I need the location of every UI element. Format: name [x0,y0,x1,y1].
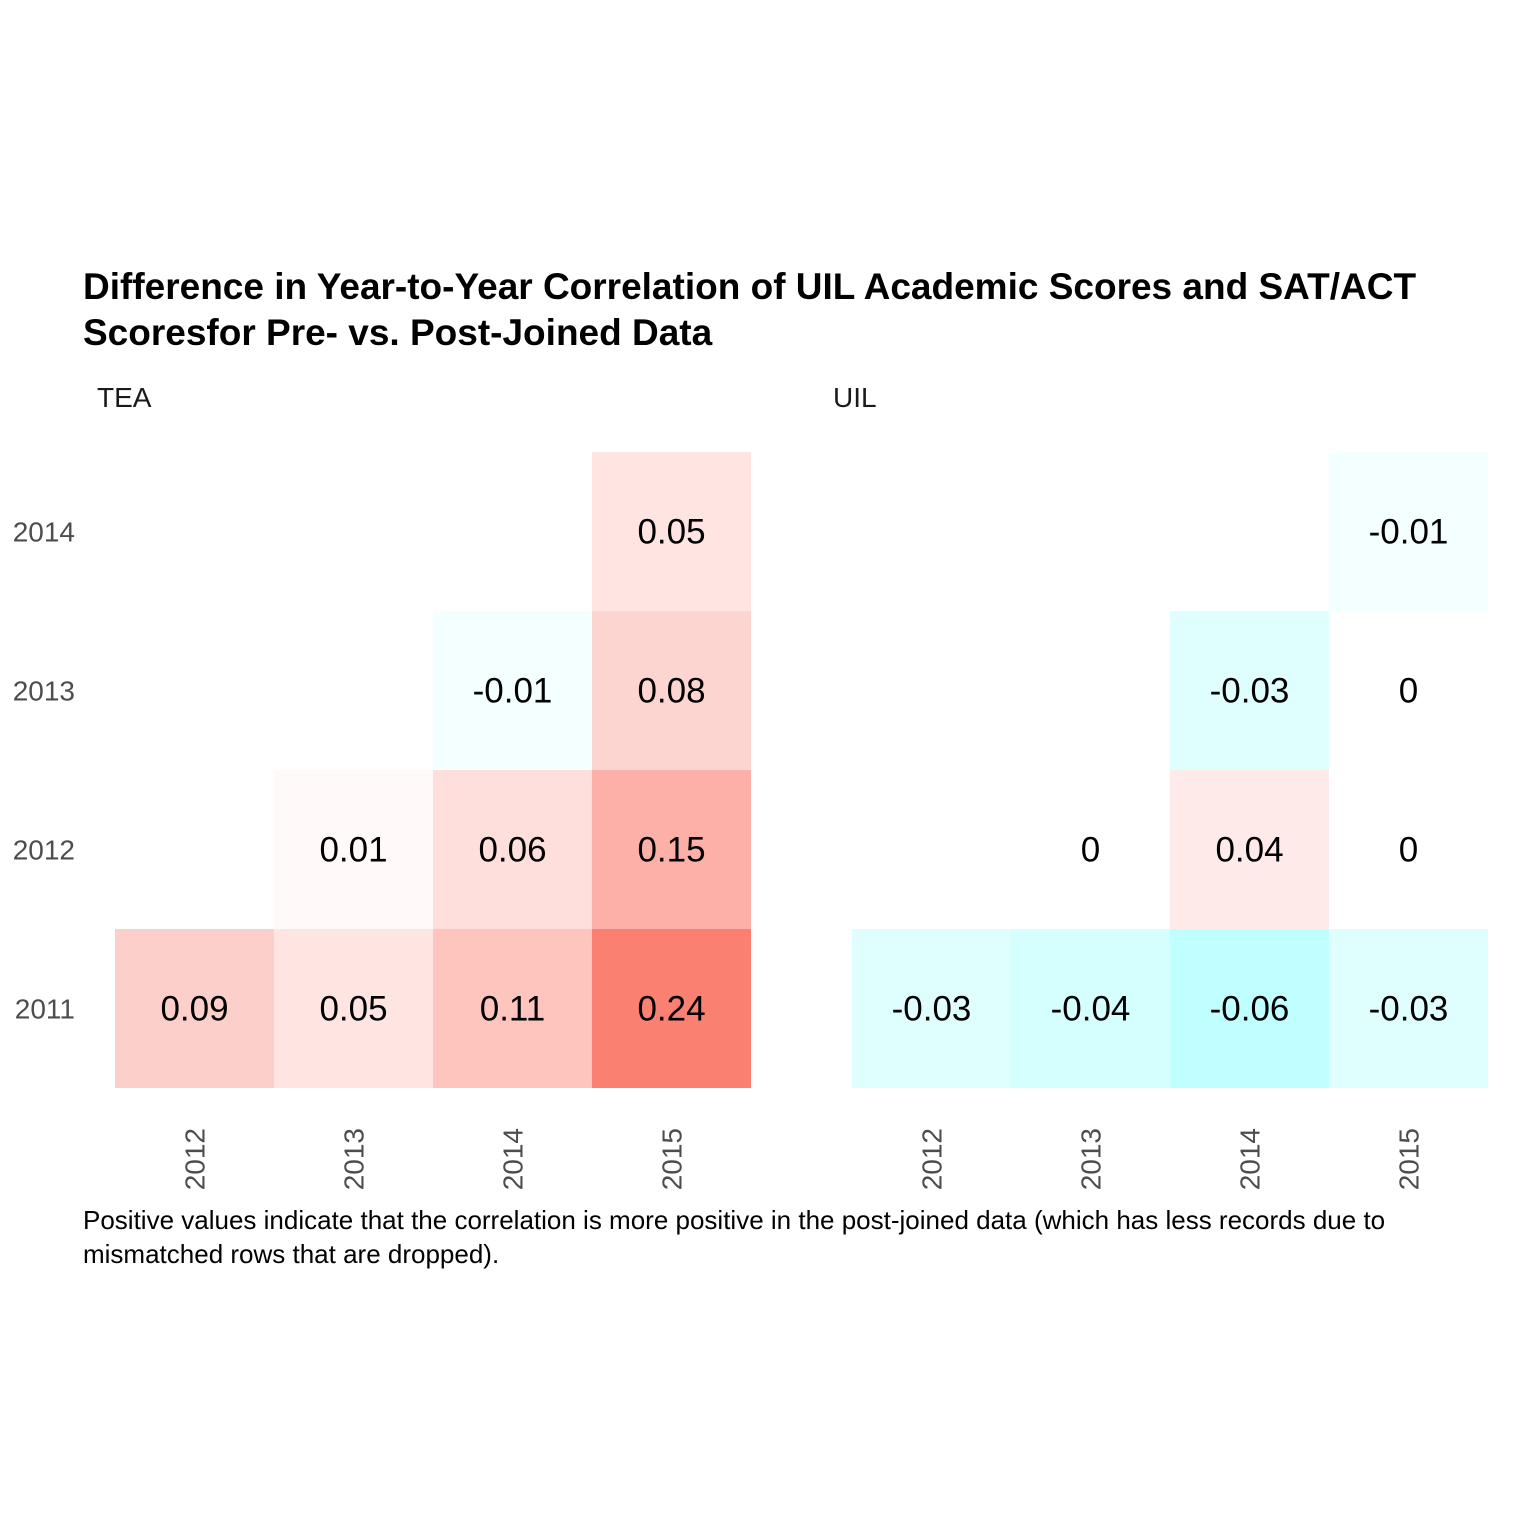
x-tick-label-tea-2014: 2014 [498,1128,529,1190]
heatmap-cell-uil-2011-2015 [1329,929,1488,1088]
cell-label-tea-2011-2015: 0.24 [637,990,705,1029]
heatmap-cell-tea-2012-2015 [592,770,751,929]
heatmap-cell-uil-2012-2015 [1329,770,1488,929]
facet-label-uil: UIL [833,382,877,413]
y-tick-label-2012: 2012 [13,835,75,866]
x-tick-label-tea-2012: 2012 [180,1128,211,1190]
heatmap-cell-uil-2012-2013 [1011,770,1170,929]
cell-label-tea-2012-2013: 0.01 [319,831,387,870]
cell-label-tea-2014-2015: 0.05 [637,513,705,552]
heatmap-cell-tea-2011-2012 [115,929,274,1088]
heatmap-cell-tea-2012-2014 [433,770,592,929]
heatmap-cell-tea-2012-2013 [274,770,433,929]
x-tick-label-uil-2012: 2012 [917,1128,948,1190]
y-tick-label-2011: 2011 [15,994,75,1025]
heatmap-cell-uil-2011-2012 [852,929,1011,1088]
cell-label-uil-2013-2014: -0.03 [1210,672,1290,711]
heatmap-cell-uil-2011-2014 [1170,929,1329,1088]
heatmap-cell-tea-2013-2014 [433,611,592,770]
heatmap-cell-uil-2011-2013 [1011,929,1170,1088]
heatmap-cell-uil-2013-2014 [1170,611,1329,770]
panel-tea: TEA 0.09 0.05 0.11 0.24 0.01 0.06 0.15 -0.01 0.0… [97,382,751,1190]
heatmap-cell-tea-2011-2015 [592,929,751,1088]
cell-label-uil-2012-2015: 0 [1399,831,1418,870]
chart-caption: Positive values indicate that the correl… [83,1205,1386,1269]
chart-title: Difference in Year-to-Year Correlation o… [83,266,1417,353]
heatmap-cell-tea-2014-2015 [592,452,751,611]
heatmap-cell-uil-2012-2014 [1170,770,1329,929]
heatmap-cell-tea-2011-2013 [274,929,433,1088]
cell-label-tea-2011-2013: 0.05 [319,990,387,1029]
y-axis: 2011 2012 2013 2014 [13,517,75,1025]
cell-label-tea-2012-2014: 0.06 [478,831,546,870]
heatmap-cell-tea-2013-2015 [592,611,751,770]
panel-uil: UIL -0.03 -0.04 -0.06 -0.03 0 0.04 0 -0.03 0 -0.0… [833,382,1488,1190]
cell-label-uil-2014-2015: -0.01 [1369,513,1449,552]
cell-label-tea-2013-2015: 0.08 [637,672,705,711]
x-tick-label-uil-2013: 2013 [1076,1128,1107,1190]
x-tick-label-tea-2015: 2015 [657,1128,688,1190]
cell-label-tea-2011-2014: 0.11 [480,990,546,1029]
cell-label-uil-2011-2014: -0.06 [1210,990,1290,1029]
cell-label-uil-2012-2013: 0 [1081,831,1100,870]
cell-label-uil-2012-2014: 0.04 [1215,831,1283,870]
heatmap-cell-uil-2014-2015 [1329,452,1488,611]
cell-label-tea-2012-2015: 0.15 [637,831,705,870]
cell-label-tea-2013-2014: -0.01 [473,672,553,711]
x-tick-label-uil-2014: 2014 [1235,1128,1266,1190]
cell-label-uil-2011-2013: -0.04 [1051,990,1131,1029]
cell-label-uil-2011-2012: -0.03 [892,990,972,1029]
x-tick-label-tea-2013: 2013 [339,1128,370,1190]
cell-label-uil-2013-2015: 0 [1399,672,1418,711]
cell-label-uil-2011-2015: -0.03 [1369,990,1449,1029]
heatmap-cell-tea-2011-2014 [433,929,592,1088]
heatmap-cell-uil-2013-2015 [1329,611,1488,770]
cell-label-tea-2011-2012: 0.09 [160,990,228,1029]
y-tick-label-2013: 2013 [13,676,75,707]
facet-label-tea: TEA [97,382,152,413]
y-tick-label-2014: 2014 [13,517,75,548]
x-tick-label-uil-2015: 2015 [1394,1128,1425,1190]
